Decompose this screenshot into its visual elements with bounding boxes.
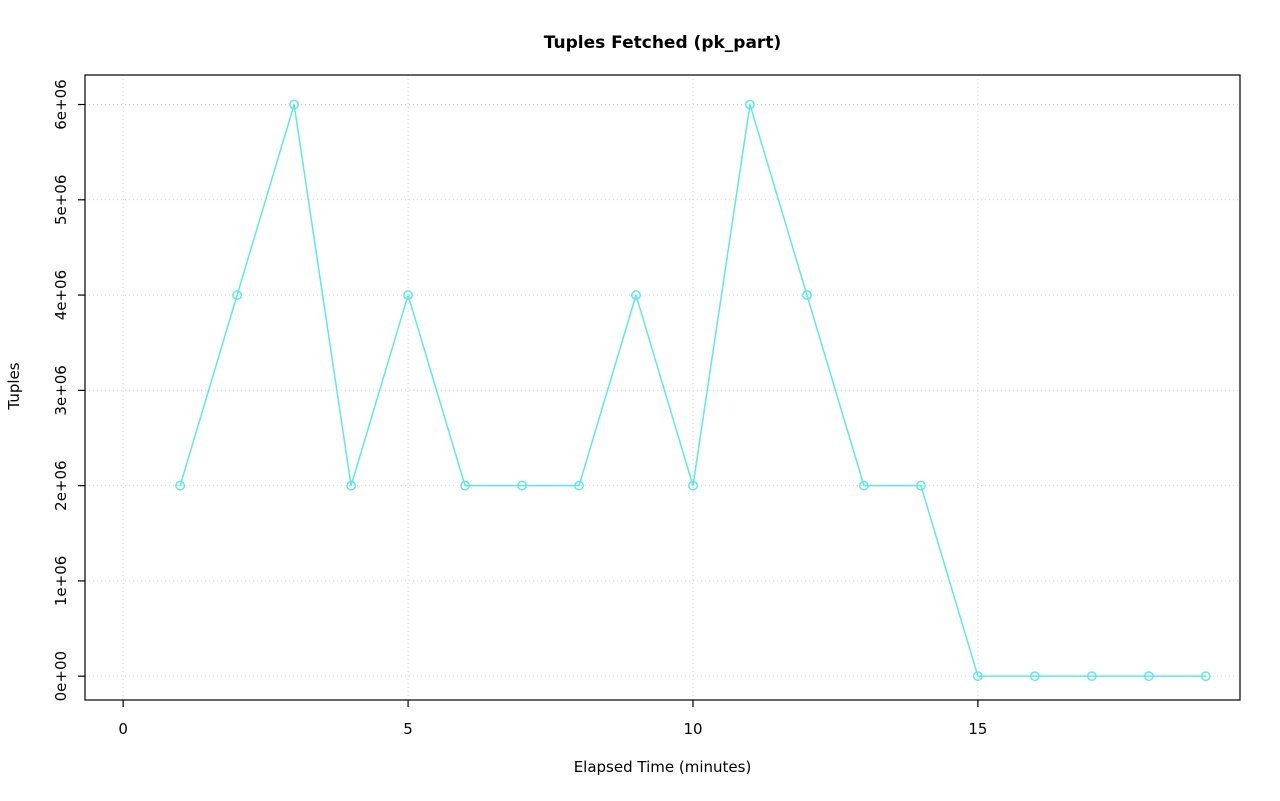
data-point: [175, 480, 186, 491]
x-tick-label: 15: [968, 720, 987, 738]
data-point: [232, 290, 243, 301]
chart-title: Tuples Fetched (pk_part): [543, 33, 782, 53]
x-tick-label: 0: [118, 720, 128, 738]
series-line: [179, 103, 1207, 677]
y-tick-label: 0e+00: [52, 651, 70, 701]
plot-border: [84, 74, 1241, 701]
data-point: [915, 480, 926, 491]
y-tick-label: 6e+06: [52, 79, 70, 129]
data-point: [289, 99, 300, 110]
data-point: [631, 290, 641, 301]
data-point: [574, 480, 584, 491]
y-tick-label: 2e+06: [52, 460, 70, 510]
y-tick-label: 1e+06: [52, 556, 70, 606]
y-tick-label: 5e+06: [52, 175, 70, 225]
y-axis-label: Tuples: [5, 362, 23, 410]
data-point: [403, 290, 414, 301]
data-point: [346, 480, 357, 491]
data-point: [1143, 671, 1154, 682]
data-point: [1029, 671, 1040, 682]
data-point: [801, 290, 812, 301]
x-tick-label: 10: [683, 720, 702, 738]
data-point: [460, 480, 471, 491]
data-point: [517, 480, 527, 491]
x-tick-label: 5: [403, 720, 413, 738]
data-point: [745, 99, 755, 110]
data-point: [1200, 671, 1211, 682]
data-point: [688, 480, 698, 491]
y-tick-label: 3e+06: [52, 365, 70, 415]
data-point: [1086, 671, 1097, 682]
data-point: [972, 671, 983, 682]
y-tick-label: 4e+06: [52, 270, 70, 320]
data-point: [858, 480, 869, 491]
x-axis-label: Elapsed Time (minutes): [573, 758, 752, 776]
